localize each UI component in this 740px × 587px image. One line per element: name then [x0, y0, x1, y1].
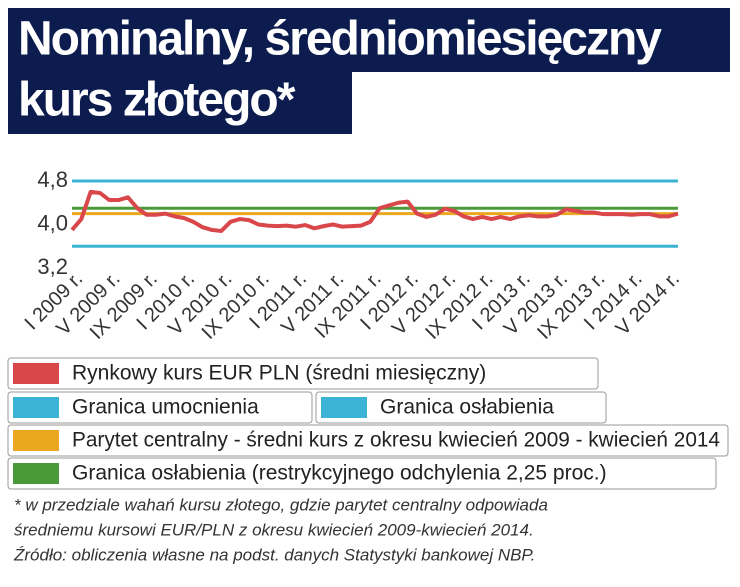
- legend-swatch: [13, 363, 59, 384]
- chart-title: Nominalny, średniomiesięczny: [18, 13, 662, 66]
- y-tick-label: 4,8: [37, 167, 68, 192]
- footnote: średniemu kursowi EUR/PLN z okresu kwiec…: [14, 520, 534, 539]
- legend-label: Granica osłabienia: [380, 396, 554, 419]
- chart-title: kurs złotego*: [18, 74, 296, 127]
- legend-box: [315, 391, 607, 424]
- y-tick-label: 4,0: [37, 210, 68, 235]
- legend-label: Granica umocnienia: [72, 396, 259, 419]
- footnote: * w przedziale wahań kursu złotego, gdzi…: [14, 495, 548, 514]
- title-box: [8, 72, 352, 134]
- legend-swatch: [321, 397, 367, 418]
- legend-box: [7, 424, 729, 457]
- legend-label: Rynkowy kurs EUR PLN (średni miesięczny): [72, 362, 486, 385]
- legend-box: [7, 391, 313, 424]
- data-line: [70, 189, 679, 234]
- legend-swatch: [13, 430, 59, 451]
- legend-label: Parytet centralny - średni kurs z okresu…: [72, 429, 720, 452]
- y-tick-label: 3,2: [37, 254, 68, 279]
- legend-swatch: [13, 397, 59, 418]
- legend-box: [7, 357, 599, 390]
- legend-swatch: [13, 463, 59, 484]
- legend-box: [7, 457, 717, 490]
- title-box: [8, 8, 730, 72]
- legend-label: Granica osłabienia (restrykcyjnego odchy…: [72, 462, 607, 485]
- footnote: Źródło: obliczenia własne na podst. dany…: [13, 545, 535, 564]
